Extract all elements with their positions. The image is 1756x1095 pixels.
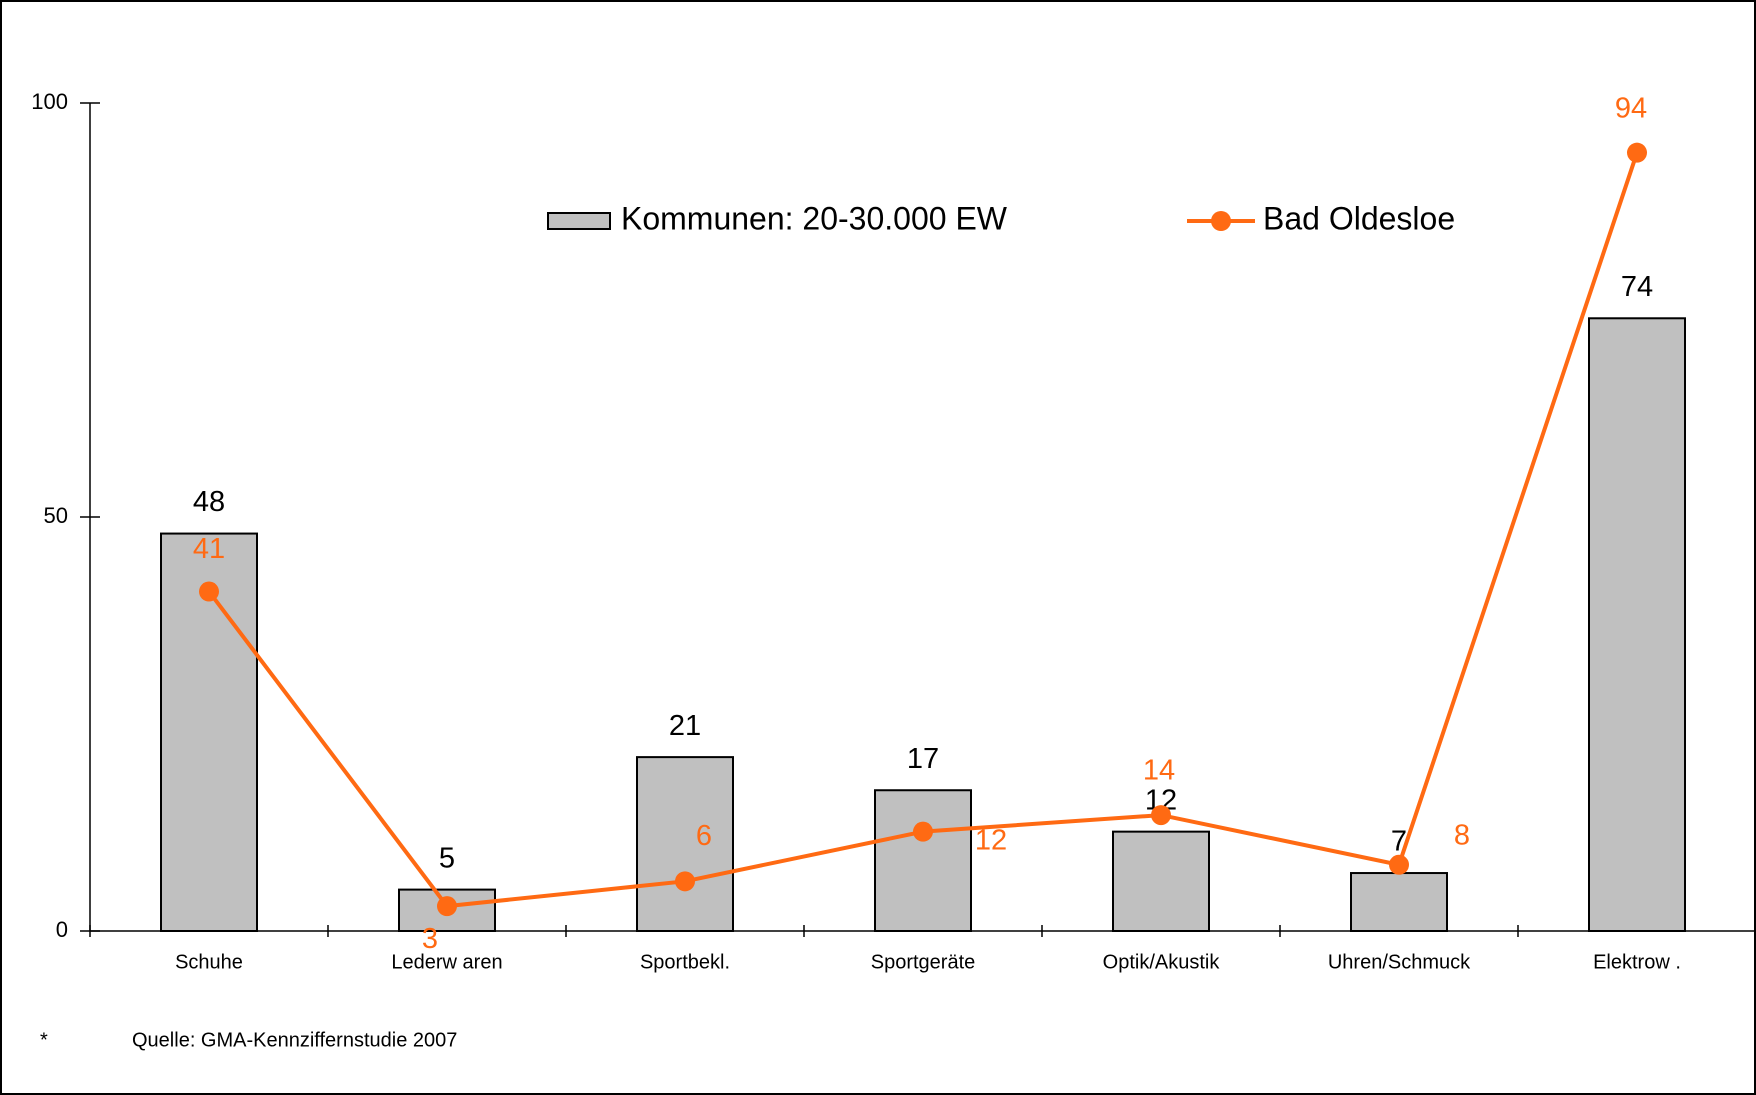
legend-label: Kommunen: 20-30.000 EW: [621, 200, 1008, 236]
y-tick-label: 50: [44, 503, 68, 528]
line-marker: [1627, 142, 1647, 163]
x-tick-label: Sportgeräte: [871, 951, 976, 973]
x-tick-label: Elektrow .: [1593, 951, 1681, 973]
line-marker: [913, 821, 933, 842]
legend-label: Bad Oldesloe: [1263, 200, 1455, 236]
line-marker: [1389, 854, 1409, 875]
y-tick-label: 0: [56, 917, 68, 942]
x-tick-label: Lederw aren: [391, 951, 502, 973]
x-tick-label: Sportbekl.: [640, 951, 730, 973]
line-value-label: 8: [1454, 819, 1470, 851]
x-tick-label: Optik/Akustik: [1103, 951, 1221, 973]
line-value-label: 41: [193, 533, 225, 565]
bar-value-label: 48: [193, 486, 225, 518]
y-tick-label: 100: [31, 89, 68, 114]
bar: [1350, 872, 1448, 932]
line-value-label: 14: [1143, 755, 1175, 787]
bar: [1588, 317, 1686, 932]
line-value-label: 94: [1615, 92, 1647, 124]
footnote: Quelle: GMA-Kennziffernstudie 2007: [132, 1029, 457, 1051]
bar-value-label: 74: [1621, 271, 1653, 303]
legend-swatch: [547, 212, 611, 230]
bar: [874, 789, 972, 932]
bar-value-label: 5: [439, 842, 455, 874]
footnote-mark: *: [40, 1029, 48, 1051]
line-value-label: 12: [975, 824, 1007, 856]
line-marker: [199, 581, 219, 602]
bar-value-label: 21: [669, 710, 701, 742]
line-marker: [1151, 805, 1171, 826]
bar: [636, 756, 734, 932]
bar: [1112, 830, 1210, 933]
legend-marker: [1211, 211, 1231, 231]
x-tick-label: Uhren/Schmuck: [1328, 951, 1471, 973]
line-value-label: 3: [422, 923, 438, 955]
bar-value-label: 17: [907, 743, 939, 775]
x-tick-label: Schuhe: [175, 951, 243, 973]
line-marker: [675, 871, 695, 892]
line-value-label: 6: [696, 820, 712, 852]
line-marker: [437, 896, 457, 917]
